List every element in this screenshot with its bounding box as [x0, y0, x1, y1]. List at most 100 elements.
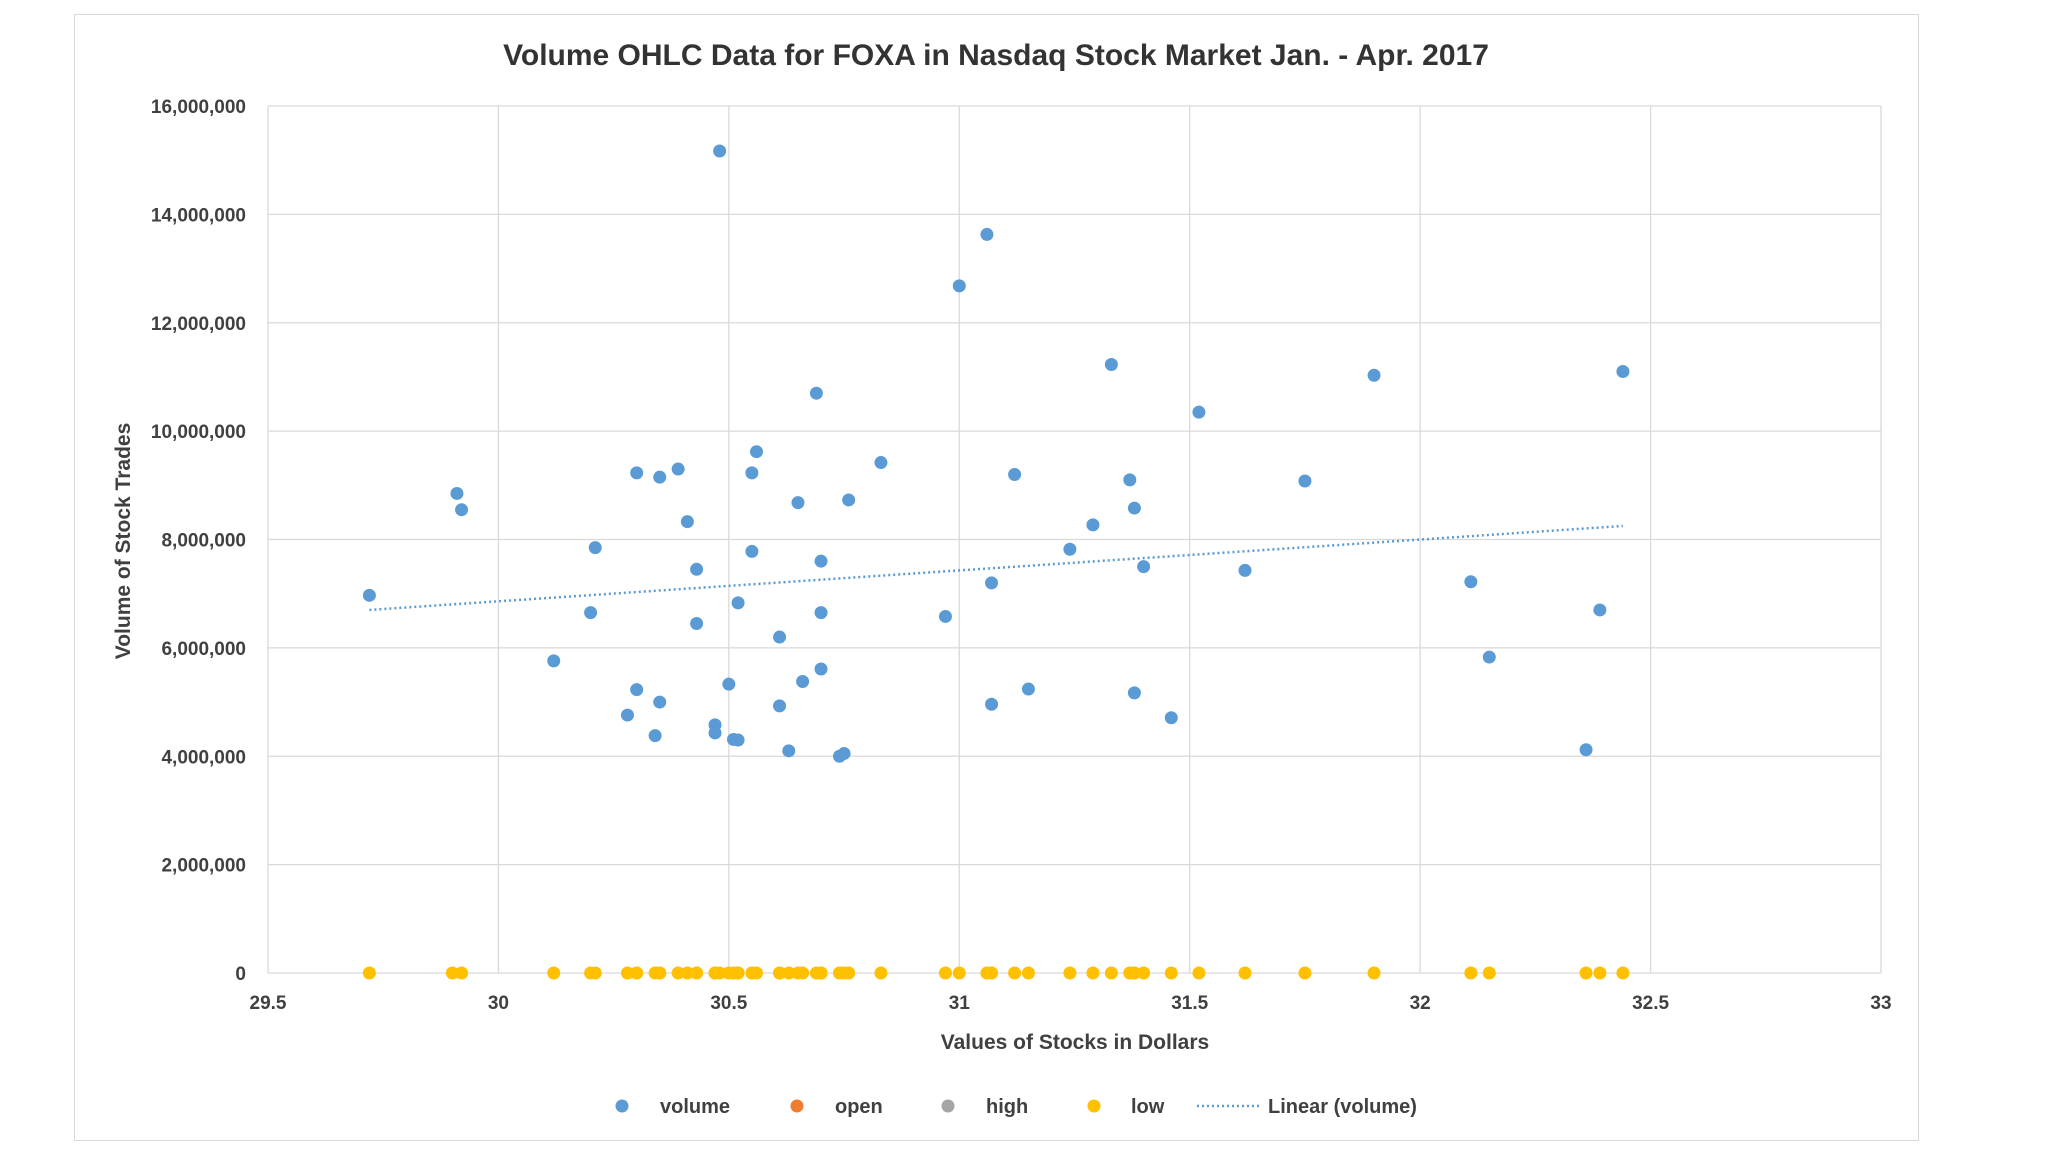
- low-point: [362, 966, 376, 980]
- volume-point: [731, 733, 745, 747]
- volume-point: [1616, 365, 1630, 379]
- volume-point: [680, 515, 694, 529]
- low-point: [1192, 966, 1206, 980]
- low-point: [1008, 966, 1022, 980]
- x-tick-label: 30.5: [710, 993, 747, 1014]
- low-point: [773, 966, 787, 980]
- volume-point: [750, 445, 764, 459]
- volume-point: [588, 541, 602, 555]
- legend-marker-low: [1087, 1099, 1101, 1113]
- volume-point: [980, 227, 994, 241]
- volume-point: [773, 699, 787, 713]
- volume-point: [620, 708, 634, 722]
- low-point: [1579, 966, 1593, 980]
- x-axis-title: Values of Stocks in Dollars: [941, 1031, 1209, 1054]
- legend-marker-high: [941, 1099, 955, 1113]
- volume-point: [713, 144, 727, 158]
- legend-marker-open: [790, 1099, 804, 1113]
- low-point: [842, 966, 856, 980]
- volume-point: [837, 747, 851, 761]
- legend-label-low: low: [1131, 1096, 1165, 1118]
- low-point: [445, 966, 459, 980]
- volume-point: [722, 677, 736, 691]
- y-tick-label: 10,000,000: [151, 422, 246, 443]
- low-point: [690, 966, 704, 980]
- low-point: [588, 966, 602, 980]
- trendline-linear-volume: [369, 524, 1624, 612]
- low-point: [713, 966, 727, 980]
- volume-point: [985, 697, 999, 711]
- volume-point: [1367, 368, 1381, 382]
- volume-point: [690, 562, 704, 576]
- volume-point: [814, 554, 828, 568]
- low-point: [1063, 966, 1077, 980]
- volume-point: [584, 606, 598, 620]
- volume-point: [814, 662, 828, 676]
- volume-point: [985, 576, 999, 590]
- volume-point: [731, 596, 745, 610]
- legend-label-open: open: [835, 1096, 883, 1118]
- low-point: [814, 966, 828, 980]
- volume-point: [455, 503, 469, 517]
- x-tick-label: 31.5: [1171, 993, 1208, 1014]
- low-point: [653, 966, 667, 980]
- low-point: [1104, 966, 1118, 980]
- low-point: [1086, 966, 1100, 980]
- legend-label-volume: volume: [660, 1096, 730, 1118]
- volume-point: [1086, 518, 1100, 532]
- volume-point: [745, 544, 759, 558]
- low-point: [680, 966, 694, 980]
- low-point: [1298, 966, 1312, 980]
- volume-point: [547, 654, 561, 668]
- volume-point: [874, 456, 888, 470]
- y-tick-label: 6,000,000: [161, 639, 246, 660]
- y-tick-label: 14,000,000: [151, 205, 246, 226]
- volume-point: [630, 466, 644, 480]
- low-point: [1593, 966, 1607, 980]
- volume-point: [1008, 467, 1022, 481]
- volume-point: [1021, 682, 1035, 696]
- y-tick-label: 16,000,000: [151, 97, 246, 118]
- volume-point: [653, 695, 667, 709]
- low-point: [952, 966, 966, 980]
- legend-label-high: high: [986, 1096, 1028, 1118]
- grid-layer: [267, 105, 1882, 974]
- volume-point: [708, 718, 722, 732]
- low-point: [874, 966, 888, 980]
- volume-point: [1238, 563, 1252, 577]
- volume-point: [1123, 473, 1137, 487]
- y-tick-label: 8,000,000: [161, 531, 246, 552]
- volume-point: [1127, 501, 1141, 515]
- low-point: [1238, 966, 1252, 980]
- low-point: [938, 966, 952, 980]
- volume-point: [630, 683, 644, 697]
- low-point: [455, 966, 469, 980]
- low-point: [1616, 966, 1630, 980]
- low-point: [782, 966, 796, 980]
- volume-point: [1127, 686, 1141, 700]
- volume-point: [648, 729, 662, 743]
- x-tick-label: 31: [949, 993, 971, 1014]
- volume-point: [1593, 603, 1607, 617]
- axis-layer: 29.5 30 30.5 31 31.5 32 32.5 33 0 2,000,000 4,000,…: [151, 97, 1892, 1014]
- x-tick-label: 32: [1410, 993, 1431, 1014]
- volume-point: [796, 674, 810, 688]
- low-point: [731, 966, 745, 980]
- volume-point: [809, 386, 823, 400]
- low-point: [671, 966, 685, 980]
- low-point: [1367, 966, 1381, 980]
- low-point: [630, 966, 644, 980]
- low-point: [1021, 966, 1035, 980]
- volume-point: [1482, 650, 1496, 664]
- low-point: [1164, 966, 1178, 980]
- legend-label-linear-volume: Linear (volume): [1268, 1096, 1417, 1118]
- volume-point: [1579, 743, 1593, 757]
- chart-frame: [74, 14, 1919, 1141]
- volume-point: [1298, 474, 1312, 488]
- low-point: [1482, 966, 1496, 980]
- low-point: [985, 966, 999, 980]
- chart-title: Volume OHLC Data for FOXA in Nasdaq Stoc…: [503, 39, 1489, 72]
- volume-point: [1192, 405, 1206, 419]
- volume-point: [1464, 575, 1478, 589]
